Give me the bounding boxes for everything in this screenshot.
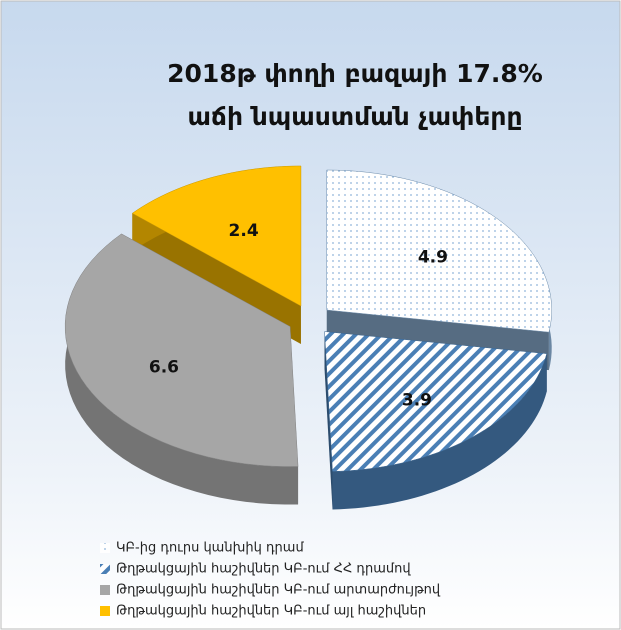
legend-swatch <box>100 606 110 616</box>
slice <box>64 233 299 467</box>
legend-label: Թղթակցային հաշիվներ ԿԲ-ում ՀՀ դրամով <box>116 562 411 577</box>
legend-label: Թղթակցային հաշիվներ ԿԲ-ում այլ հաշիվներ <box>116 604 426 619</box>
slice-wall <box>65 233 299 505</box>
data-label: 3.9 <box>402 391 432 411</box>
data-label: 4.9 <box>418 248 448 268</box>
chart-title: 2018թ փողի բազայի 17.8% <box>167 59 543 88</box>
slice-wall <box>332 353 547 510</box>
chart-title: աճի նպաստման չափերը <box>187 102 522 131</box>
pie <box>64 165 552 510</box>
slice <box>324 331 548 472</box>
legend-swatch <box>100 585 110 595</box>
slice <box>131 165 302 307</box>
legend-swatch <box>100 543 110 553</box>
slice-side <box>324 331 333 510</box>
data-label: 6.6 <box>149 358 179 378</box>
legend-swatch <box>100 564 110 574</box>
data-label: 2.4 <box>229 221 259 241</box>
slice <box>326 169 552 333</box>
legend-label: Թղթակցային հաշիվներ ԿԲ-ում արտարժույթով <box>116 583 441 598</box>
legend-label: ԿԲ-ից դուրս կանխիկ դրամ <box>116 541 304 556</box>
